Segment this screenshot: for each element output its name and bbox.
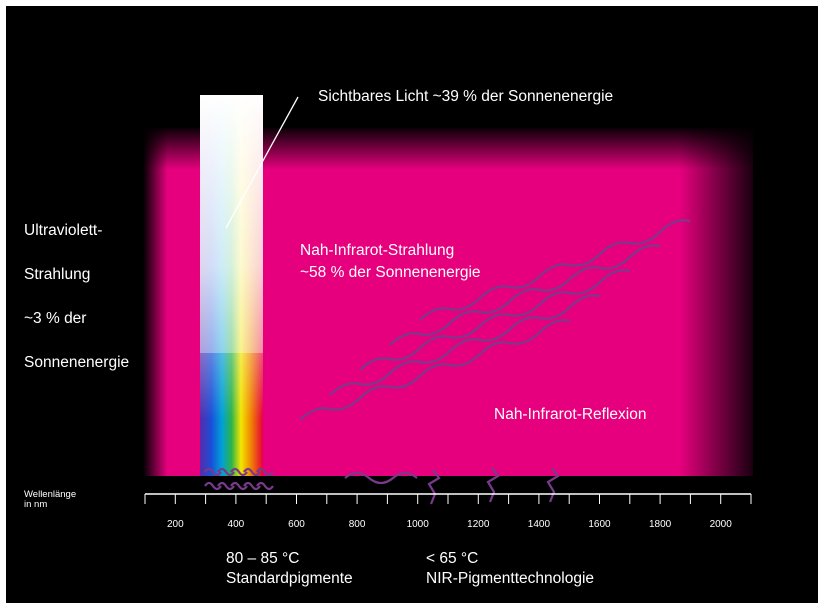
uv-label-line: Strahlung	[24, 266, 91, 283]
standard-pigments-label: Standardpigmente	[226, 570, 353, 587]
uv-label-line: Sonnenenergie	[24, 354, 130, 371]
uv-label-line: Ultraviolett-	[24, 222, 103, 239]
visible-light-band	[200, 95, 263, 476]
nir-label-line: ~58 % der Sonnenenergie	[300, 264, 481, 281]
axis-tick-label: 200	[167, 519, 184, 530]
visible-light-pointer	[225, 96, 299, 229]
nir-pigments-block: < 65 °C NIR-Pigmenttechnologie	[426, 549, 594, 589]
reflection-wave	[359, 269, 631, 371]
reflection-wave	[389, 244, 661, 346]
absorbed-wave	[256, 467, 274, 491]
zigzag-wave	[546, 467, 560, 503]
nir-reflection-label: Nah-Infrarot-Reflexion	[494, 406, 647, 423]
reflection-wave	[329, 294, 601, 396]
standard-pigments-block: 80 – 85 °C Standardpigmente	[226, 549, 353, 589]
axis-tick-label: 1600	[588, 519, 611, 530]
axis-tick-label: 1000	[407, 519, 430, 530]
reflection-wave	[419, 219, 691, 321]
nir-reflection-waves	[204, 219, 691, 505]
axis-title-line: Wellenlänge	[24, 489, 77, 500]
nir-pigments-label: NIR-Pigmenttechnologie	[426, 570, 595, 587]
absorbed-wave	[243, 467, 261, 491]
axis-tick-label: 2000	[710, 519, 733, 530]
zigzag-wave	[427, 469, 441, 505]
reflection-wave	[299, 319, 571, 421]
nir-label: Nah-Infrarot-Strahlung ~58 % der Sonnene…	[300, 240, 481, 284]
transmitted-wave	[344, 471, 418, 485]
axis-tick-label: 600	[288, 519, 305, 530]
absorbed-wave	[204, 467, 222, 491]
absorbed-wave	[217, 467, 235, 491]
uv-label-line: ~3 % der	[24, 310, 87, 327]
zigzag-wave	[486, 467, 500, 503]
axis-tick-label: 1400	[528, 519, 551, 530]
nir-label-line: Nah-Infrarot-Strahlung	[300, 242, 455, 259]
axis-tick-label: 800	[349, 519, 366, 530]
axis-title-line: in nm	[24, 499, 48, 510]
axis-tick-label: 1800	[649, 519, 672, 530]
uv-label: Ultraviolett- Strahlung ~3 % der Sonnene…	[24, 198, 129, 396]
standard-temperature: 80 – 85 °C	[226, 550, 300, 567]
visible-light-label: Sichtbares Licht ~39 % der Sonnenenergie	[318, 88, 614, 105]
nir-temperature: < 65 °C	[426, 550, 479, 567]
axis-tick-label: 1200	[467, 519, 490, 530]
axis-title: Wellenlänge in nm	[24, 490, 76, 510]
wavelength-axis: 200 400 600 800 1000 1200 1400 1600 1800 2000	[144, 493, 752, 530]
axis-tick-label: 400	[228, 519, 245, 530]
absorbed-wave	[230, 467, 248, 491]
